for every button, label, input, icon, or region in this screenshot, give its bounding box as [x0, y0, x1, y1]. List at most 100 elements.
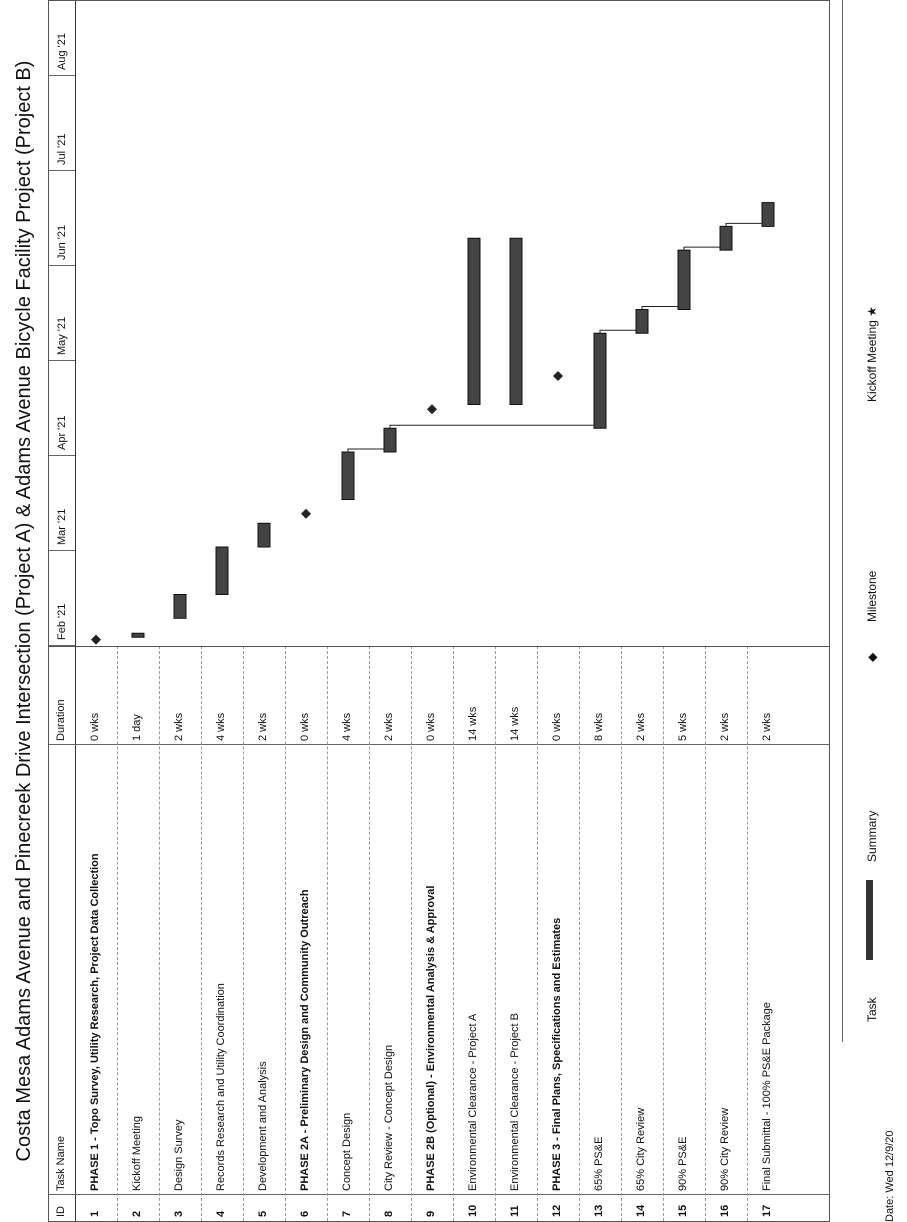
table-row: 4 Records Research and Utility Coordinati…: [201, 646, 243, 1221]
milestone-marker: [91, 634, 101, 645]
row-divider: [453, 646, 454, 1221]
milestone-marker: [553, 371, 563, 381]
dependency-arrow: [347, 448, 384, 452]
task-bar: [383, 427, 397, 453]
task-bar: [509, 237, 523, 405]
task-bar: [719, 225, 733, 251]
page-title: Costa Mesa Adams Avenue and Pinecreek Dr…: [13, 60, 35, 1162]
task-bar: [467, 237, 481, 405]
row-divider: [537, 646, 538, 1221]
task-bar: [131, 632, 145, 638]
task-duration: 2 wks: [635, 712, 647, 741]
dependency-arrow: [599, 329, 636, 334]
task-id: 2: [131, 1210, 143, 1217]
row-divider: [159, 646, 160, 1221]
table-row: 9 PHASE 2B (Optional) - Environmental Ana…: [411, 646, 453, 1221]
task-duration: 1 day: [131, 714, 143, 741]
table-row: 3 Design Survey 2 wks: [159, 646, 201, 1221]
task-duration: 14 wks: [467, 706, 479, 741]
task-duration: 0 wks: [89, 712, 101, 741]
task-name: 90% PS&E: [677, 1136, 689, 1191]
task-name: Concept Design: [341, 1112, 353, 1191]
gantt-chart: Feb '21 Mar '21 Apr '21 May '21 Jun '21 Jul '…: [48, 0, 830, 647]
row-divider: [201, 646, 202, 1221]
task-duration: 2 wks: [173, 712, 185, 741]
task-id: 1: [89, 1210, 101, 1217]
column-name-header: Task Name: [55, 1135, 67, 1191]
row-divider: [117, 646, 118, 1221]
dependency-arrow: [725, 222, 762, 227]
table-row: 15 90% PS&E 5 wks: [663, 646, 705, 1221]
table-row: 16 90% City Review 2 wks: [705, 646, 747, 1221]
task-id: 12: [551, 1204, 563, 1217]
table-header: ID Task Name Duration: [49, 646, 76, 1221]
task-duration: 8 wks: [593, 712, 605, 741]
task-bar: [173, 594, 187, 619]
task-name: Kickoff Meeting: [131, 1115, 143, 1191]
row-divider: [243, 646, 244, 1221]
milestone-marker: [301, 508, 311, 519]
row-divider: [285, 646, 286, 1221]
task-duration: 2 wks: [257, 712, 269, 741]
task-name: Development and Analysis: [257, 1061, 269, 1191]
row-divider: [747, 646, 748, 1221]
legend-task: Task: [865, 997, 879, 1022]
task-name: City Review - Concept Design: [383, 1044, 395, 1191]
row-divider: [663, 646, 664, 1221]
task-id: 11: [509, 1205, 521, 1217]
row-divider: [705, 646, 706, 1221]
task-bar: [761, 202, 775, 227]
task-name: 90% City Review: [719, 1107, 731, 1191]
task-id: 5: [257, 1210, 269, 1217]
task-bar: [677, 249, 691, 310]
task-id: 16: [719, 1204, 731, 1217]
row-divider: [411, 646, 412, 1221]
table-row: 5 Development and Analysis 2 wks: [243, 646, 285, 1221]
task-duration: 2 wks: [383, 712, 395, 741]
task-id: 17: [761, 1204, 773, 1217]
task-name: Final Submittal - 100% PS&E Package: [761, 1002, 773, 1191]
table-row: 2 Kickoff Meeting 1 day: [117, 646, 159, 1221]
table-row: 8 City Review - Concept Design 2 wks: [369, 646, 411, 1221]
table-row: 11 Environmental Clearance - Project B 14 …: [495, 646, 537, 1221]
task-name: PHASE 1 - Topo Survey, Utility Research,…: [89, 853, 101, 1191]
task-bar: [257, 522, 271, 548]
task-duration: 2 wks: [719, 712, 731, 741]
task-id: 14: [635, 1204, 647, 1217]
task-id: 4: [215, 1210, 227, 1217]
table-row: 12 PHASE 3 - Final Plans, Specifications …: [537, 646, 579, 1221]
column-duration-header: Duration: [55, 699, 67, 741]
task-duration: 0 wks: [425, 712, 437, 741]
task-bar: [341, 451, 355, 500]
task-duration: 4 wks: [215, 712, 227, 741]
row-divider: [621, 646, 622, 1221]
task-id: 13: [593, 1204, 605, 1217]
task-name: Environmental Clearance - Project B: [509, 1013, 521, 1191]
task-name: PHASE 3 - Final Plans, Specifications an…: [551, 917, 563, 1191]
task-bar: [635, 309, 649, 334]
legend-milestone-icon: ◆: [865, 652, 879, 662]
task-name: Records Research and Utility Coordinatio…: [215, 983, 227, 1191]
task-name: PHASE 2A - Preliminary Design and Commun…: [299, 889, 311, 1191]
task-name: PHASE 2B (Optional) - Environmental Anal…: [425, 885, 437, 1191]
table-row: 7 Concept Design 4 wks: [327, 646, 369, 1221]
task-duration: 5 wks: [677, 712, 689, 741]
task-id: 7: [341, 1210, 353, 1217]
table-row: 14 65% City Review 2 wks: [621, 646, 663, 1221]
task-duration: 4 wks: [341, 712, 353, 741]
task-duration: 0 wks: [299, 712, 311, 741]
row-divider: [369, 646, 370, 1221]
row-divider: [579, 646, 580, 1221]
dependency-arrow: [389, 424, 594, 429]
legend: Task Summary Milestone ◆ Kickoff Meeting…: [842, 0, 903, 1042]
task-id: 9: [425, 1210, 437, 1217]
legend-milestone: Milestone: [865, 570, 879, 622]
legend-kickoff: Kickoff Meeting ★: [865, 306, 879, 402]
task-bar: [593, 332, 607, 429]
task-id: 15: [677, 1204, 689, 1217]
row-divider: [495, 646, 496, 1221]
dependency-arrow: [683, 246, 720, 251]
table-row: 17 Final Submittal - 100% PS&E Package 2 w…: [747, 646, 789, 1221]
task-bar: [215, 546, 229, 595]
